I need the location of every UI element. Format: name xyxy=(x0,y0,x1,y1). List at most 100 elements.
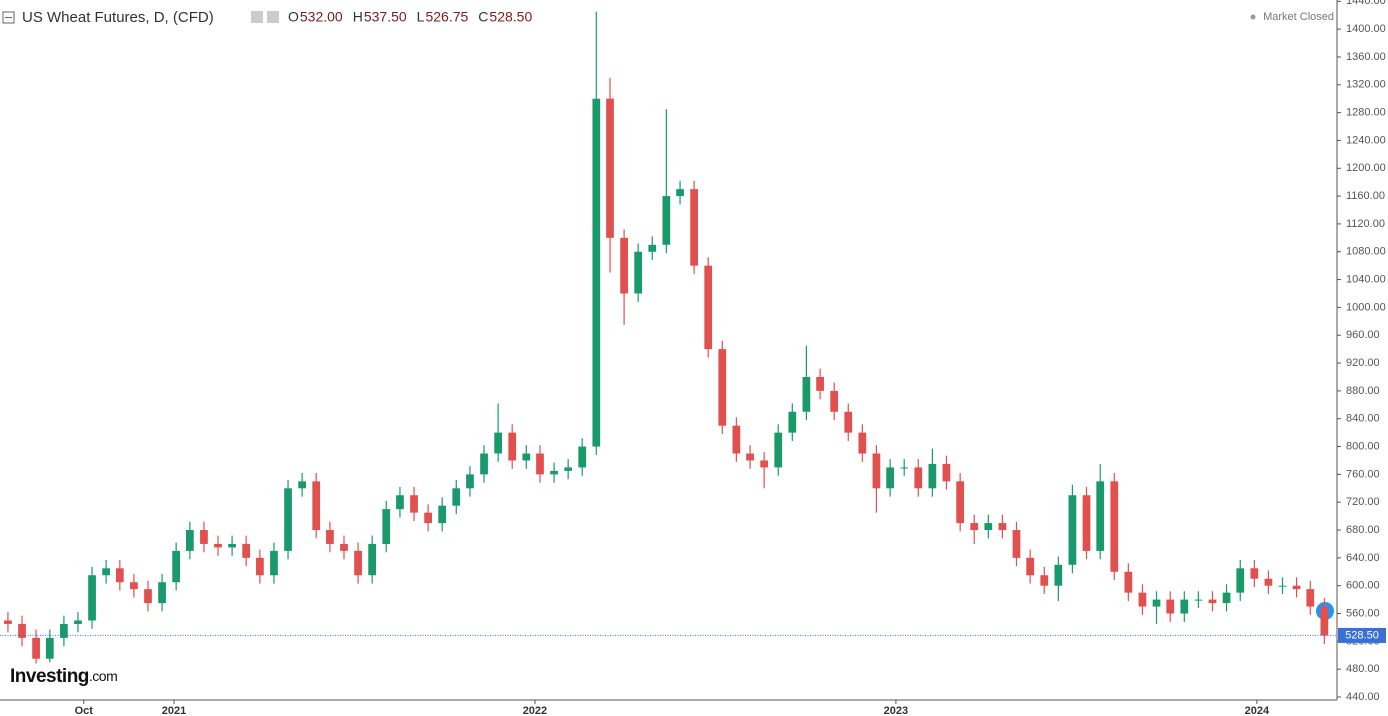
candle-body xyxy=(1208,599,1217,604)
candle-body xyxy=(858,432,867,454)
ohlc-value: 526.75 xyxy=(425,9,468,25)
candle-body xyxy=(115,568,124,583)
candle-body xyxy=(1026,557,1035,576)
candle-body xyxy=(1152,599,1161,607)
candle-body xyxy=(508,432,517,461)
y-tick-label: 760.00 xyxy=(1346,468,1380,480)
candle-body xyxy=(256,557,264,576)
candle-body xyxy=(4,620,12,624)
candle-body xyxy=(214,543,222,548)
candle-body xyxy=(88,575,96,621)
y-tick-label: 800.00 xyxy=(1346,440,1380,452)
candle-body xyxy=(1264,578,1273,586)
candle-body xyxy=(284,488,292,551)
candle-body xyxy=(102,568,110,576)
candle-body xyxy=(998,523,1007,531)
x-tick-label: 2021 xyxy=(162,705,186,716)
collapse-icon[interactable] xyxy=(2,11,15,24)
y-tick-label: 560.00 xyxy=(1346,607,1380,619)
candle-body xyxy=(144,589,152,604)
candle-body xyxy=(634,251,643,294)
y-tick-label: 1440.00 xyxy=(1346,0,1386,7)
candle-body xyxy=(452,488,461,506)
candle-body xyxy=(550,470,558,475)
y-tick-label: 680.00 xyxy=(1346,524,1380,536)
candle-body xyxy=(914,467,923,489)
candle-body xyxy=(522,453,531,461)
candle-body xyxy=(312,481,321,531)
y-tick-label: 600.00 xyxy=(1346,580,1380,592)
candle-body xyxy=(1250,568,1259,579)
settings-icon[interactable] xyxy=(251,11,263,23)
candle-body xyxy=(900,467,909,469)
candle-body xyxy=(578,446,587,468)
settings-icon[interactable] xyxy=(267,11,279,23)
y-tick-label: 920.00 xyxy=(1346,357,1380,369)
candle-body xyxy=(984,523,993,531)
candle-body xyxy=(942,463,951,482)
candle-body xyxy=(872,453,881,489)
y-tick-label: 960.00 xyxy=(1346,329,1380,341)
candle-body xyxy=(1222,592,1231,604)
candle-body xyxy=(74,620,82,624)
ohlc-label: C xyxy=(478,9,488,25)
y-tick-label: 1360.00 xyxy=(1346,51,1386,63)
y-tick-label: 840.00 xyxy=(1346,413,1380,425)
candle-body xyxy=(718,349,727,426)
candle-body xyxy=(494,432,502,454)
last-price-label: 528.50 xyxy=(1345,629,1379,641)
ohlc-value: 528.50 xyxy=(489,9,532,25)
candle-body xyxy=(844,411,853,433)
x-tick-label: 2024 xyxy=(1245,705,1270,716)
candle-body xyxy=(788,411,797,433)
candle-body xyxy=(662,196,671,245)
candle-body xyxy=(1054,564,1063,586)
ohlc-values: O 532.00 H 537.50 L 526.75 C 528.50 xyxy=(288,9,532,25)
candle-body xyxy=(1278,585,1287,587)
candle-body xyxy=(1236,568,1245,593)
candle-body xyxy=(1306,589,1315,607)
candle-body xyxy=(760,460,769,468)
candle-body xyxy=(1138,592,1147,607)
y-tick-label: 1160.00 xyxy=(1346,190,1385,202)
candle-body xyxy=(172,550,181,583)
candle-body xyxy=(970,523,979,531)
candle-body xyxy=(60,623,68,638)
candle-body xyxy=(928,463,937,489)
candle-body xyxy=(774,432,783,468)
candle-body xyxy=(424,512,432,524)
y-tick-label: 1080.00 xyxy=(1346,246,1386,258)
ohlc-label: O xyxy=(288,9,299,25)
candle-body xyxy=(200,530,208,544)
candle-body xyxy=(382,509,391,544)
candle-body xyxy=(18,623,26,638)
candle-body xyxy=(368,543,377,576)
candle-body xyxy=(130,582,138,590)
candle-body xyxy=(1040,575,1049,586)
candle-body xyxy=(228,543,236,548)
y-tick-label: 880.00 xyxy=(1346,385,1380,397)
y-tick-label: 720.00 xyxy=(1346,496,1380,508)
chart-title: US Wheat Futures, D, (CFD) xyxy=(22,9,214,26)
candle-body xyxy=(1096,481,1105,551)
ohlc-value: 537.50 xyxy=(364,9,407,25)
candle-body xyxy=(886,467,895,489)
candle-body xyxy=(592,98,601,447)
x-tick-label: Oct xyxy=(75,705,94,716)
candle-body xyxy=(466,474,474,489)
candle-body xyxy=(45,637,54,659)
candle-body xyxy=(158,582,166,604)
candle-body xyxy=(690,189,698,266)
candle-body xyxy=(564,467,573,471)
candle-body xyxy=(620,237,628,294)
candle-body xyxy=(1166,599,1175,614)
status-dot xyxy=(1250,14,1256,20)
y-tick-label: 1200.00 xyxy=(1346,162,1386,174)
candle-body xyxy=(340,543,348,551)
y-tick-label: 1240.00 xyxy=(1346,134,1386,146)
y-tick-label: 640.00 xyxy=(1346,552,1380,564)
candle-body xyxy=(1194,599,1203,601)
y-tick-label: 1320.00 xyxy=(1346,79,1386,91)
